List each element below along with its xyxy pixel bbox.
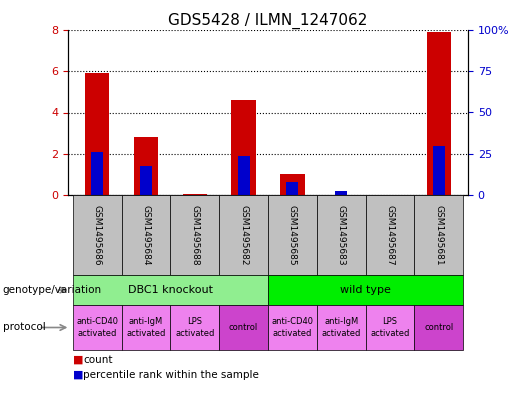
Text: DBC1 knockout: DBC1 knockout (128, 285, 213, 295)
Text: anti-IgM
activated: anti-IgM activated (126, 318, 166, 338)
Bar (237, 156, 250, 195)
Bar (231, 100, 256, 195)
Text: GSM1495686: GSM1495686 (93, 205, 102, 265)
Bar (280, 174, 304, 195)
Text: LPS
activated: LPS activated (175, 318, 215, 338)
Text: control: control (229, 323, 258, 332)
Text: protocol: protocol (3, 323, 45, 332)
Text: GSM1495683: GSM1495683 (337, 205, 346, 265)
Text: percentile rank within the sample: percentile rank within the sample (83, 370, 260, 380)
Bar (91, 152, 104, 195)
Text: anti-CD40
activated: anti-CD40 activated (76, 318, 118, 338)
Title: GDS5428 / ILMN_1247062: GDS5428 / ILMN_1247062 (168, 13, 368, 29)
Text: wild type: wild type (340, 285, 391, 295)
Bar (140, 166, 152, 195)
Text: GSM1495682: GSM1495682 (239, 205, 248, 265)
Bar (134, 137, 158, 195)
Bar (85, 73, 110, 195)
Text: anti-CD40
activated: anti-CD40 activated (271, 318, 314, 338)
Text: genotype/variation: genotype/variation (3, 285, 101, 295)
Bar (183, 194, 207, 195)
Bar (433, 145, 445, 195)
Text: GSM1495688: GSM1495688 (191, 205, 199, 265)
Text: control: control (424, 323, 453, 332)
Text: GSM1495684: GSM1495684 (142, 205, 150, 265)
Text: anti-IgM
activated: anti-IgM activated (321, 318, 361, 338)
Text: GSM1495685: GSM1495685 (288, 205, 297, 265)
Bar (335, 191, 347, 195)
Text: GSM1495681: GSM1495681 (434, 205, 443, 265)
Text: count: count (83, 355, 113, 365)
Text: ■: ■ (73, 355, 83, 365)
Bar (426, 32, 451, 195)
Bar (286, 182, 299, 195)
Text: ■: ■ (73, 370, 83, 380)
Text: GSM1495687: GSM1495687 (385, 205, 394, 265)
Text: LPS
activated: LPS activated (370, 318, 409, 338)
